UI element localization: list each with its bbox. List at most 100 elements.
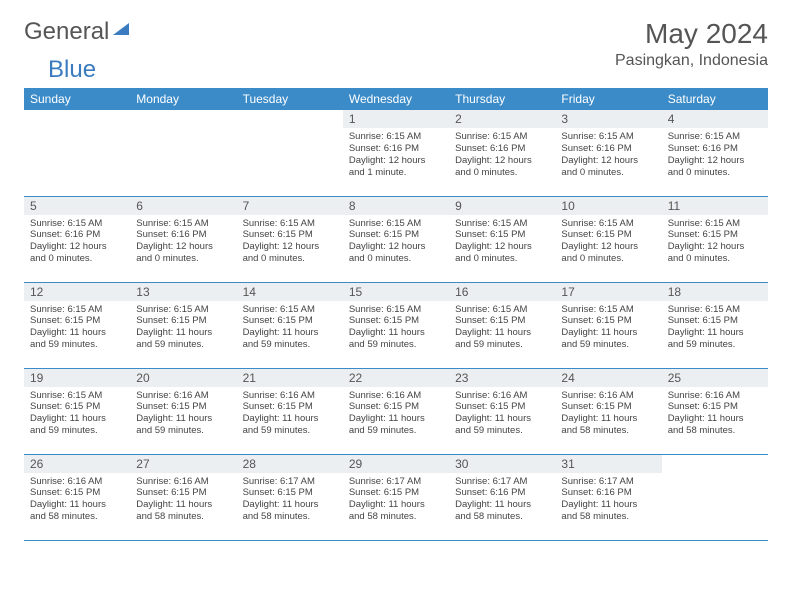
- day-details: Sunrise: 6:15 AMSunset: 6:16 PMDaylight:…: [343, 128, 449, 183]
- logo: General: [24, 18, 133, 46]
- day-number: 4: [662, 110, 768, 128]
- day-number: 1: [343, 110, 449, 128]
- day-header: Tuesday: [237, 88, 343, 110]
- calendar-cell: 26Sunrise: 6:16 AMSunset: 6:15 PMDayligh…: [24, 454, 130, 540]
- day-number: 2: [449, 110, 555, 128]
- day-header: Thursday: [449, 88, 555, 110]
- day-details: Sunrise: 6:16 AMSunset: 6:15 PMDaylight:…: [449, 387, 555, 442]
- day-details: Sunrise: 6:15 AMSunset: 6:15 PMDaylight:…: [555, 215, 661, 270]
- day-number: 14: [237, 283, 343, 301]
- day-number: 17: [555, 283, 661, 301]
- day-details: Sunrise: 6:17 AMSunset: 6:15 PMDaylight:…: [237, 473, 343, 528]
- day-details: Sunrise: 6:15 AMSunset: 6:15 PMDaylight:…: [662, 215, 768, 270]
- day-header: Saturday: [662, 88, 768, 110]
- calendar-cell: 4Sunrise: 6:15 AMSunset: 6:16 PMDaylight…: [662, 110, 768, 196]
- calendar-cell: 12Sunrise: 6:15 AMSunset: 6:15 PMDayligh…: [24, 282, 130, 368]
- calendar-cell: 23Sunrise: 6:16 AMSunset: 6:15 PMDayligh…: [449, 368, 555, 454]
- calendar-cell: 10Sunrise: 6:15 AMSunset: 6:15 PMDayligh…: [555, 196, 661, 282]
- logo-triangle-icon: [111, 18, 131, 46]
- day-number: 23: [449, 369, 555, 387]
- day-details: Sunrise: 6:15 AMSunset: 6:15 PMDaylight:…: [555, 301, 661, 356]
- calendar-cell: 11Sunrise: 6:15 AMSunset: 6:15 PMDayligh…: [662, 196, 768, 282]
- day-details: Sunrise: 6:17 AMSunset: 6:16 PMDaylight:…: [449, 473, 555, 528]
- day-number: 7: [237, 197, 343, 215]
- logo-text-blue: Blue: [48, 56, 96, 83]
- calendar-row: 19Sunrise: 6:15 AMSunset: 6:15 PMDayligh…: [24, 368, 768, 454]
- day-details: Sunrise: 6:15 AMSunset: 6:15 PMDaylight:…: [449, 301, 555, 356]
- calendar-cell: [237, 110, 343, 196]
- day-number: 6: [130, 197, 236, 215]
- calendar-cell: 1Sunrise: 6:15 AMSunset: 6:16 PMDaylight…: [343, 110, 449, 196]
- day-number: 12: [24, 283, 130, 301]
- calendar-table: SundayMondayTuesdayWednesdayThursdayFrid…: [24, 88, 768, 541]
- month-title: May 2024: [615, 18, 768, 50]
- day-details: Sunrise: 6:16 AMSunset: 6:15 PMDaylight:…: [130, 473, 236, 528]
- calendar-cell: 17Sunrise: 6:15 AMSunset: 6:15 PMDayligh…: [555, 282, 661, 368]
- calendar-cell: 21Sunrise: 6:16 AMSunset: 6:15 PMDayligh…: [237, 368, 343, 454]
- day-number: 28: [237, 455, 343, 473]
- day-number: 31: [555, 455, 661, 473]
- calendar-row: 1Sunrise: 6:15 AMSunset: 6:16 PMDaylight…: [24, 110, 768, 196]
- calendar-cell: 6Sunrise: 6:15 AMSunset: 6:16 PMDaylight…: [130, 196, 236, 282]
- day-number: 21: [237, 369, 343, 387]
- day-number: 16: [449, 283, 555, 301]
- calendar-cell: 18Sunrise: 6:15 AMSunset: 6:15 PMDayligh…: [662, 282, 768, 368]
- title-block: May 2024 Pasingkan, Indonesia: [615, 18, 768, 70]
- day-details: Sunrise: 6:16 AMSunset: 6:15 PMDaylight:…: [555, 387, 661, 442]
- day-header: Monday: [130, 88, 236, 110]
- calendar-cell: 30Sunrise: 6:17 AMSunset: 6:16 PMDayligh…: [449, 454, 555, 540]
- location: Pasingkan, Indonesia: [615, 52, 768, 70]
- day-details: Sunrise: 6:16 AMSunset: 6:15 PMDaylight:…: [237, 387, 343, 442]
- logo-text-general: General: [24, 18, 109, 46]
- calendar-cell: 31Sunrise: 6:17 AMSunset: 6:16 PMDayligh…: [555, 454, 661, 540]
- day-details: Sunrise: 6:15 AMSunset: 6:15 PMDaylight:…: [24, 387, 130, 442]
- day-details: Sunrise: 6:15 AMSunset: 6:15 PMDaylight:…: [449, 215, 555, 270]
- day-number: 8: [343, 197, 449, 215]
- day-details: Sunrise: 6:17 AMSunset: 6:16 PMDaylight:…: [555, 473, 661, 528]
- day-number: 10: [555, 197, 661, 215]
- calendar-cell: 7Sunrise: 6:15 AMSunset: 6:15 PMDaylight…: [237, 196, 343, 282]
- calendar-row: 26Sunrise: 6:16 AMSunset: 6:15 PMDayligh…: [24, 454, 768, 540]
- calendar-cell: 15Sunrise: 6:15 AMSunset: 6:15 PMDayligh…: [343, 282, 449, 368]
- day-number: 24: [555, 369, 661, 387]
- calendar-cell: 27Sunrise: 6:16 AMSunset: 6:15 PMDayligh…: [130, 454, 236, 540]
- day-number: 22: [343, 369, 449, 387]
- day-number: 19: [24, 369, 130, 387]
- day-number: 29: [343, 455, 449, 473]
- day-details: Sunrise: 6:16 AMSunset: 6:15 PMDaylight:…: [130, 387, 236, 442]
- day-number: 25: [662, 369, 768, 387]
- calendar-cell: 22Sunrise: 6:16 AMSunset: 6:15 PMDayligh…: [343, 368, 449, 454]
- calendar-body: 1Sunrise: 6:15 AMSunset: 6:16 PMDaylight…: [24, 110, 768, 540]
- day-number: 3: [555, 110, 661, 128]
- calendar-row: 12Sunrise: 6:15 AMSunset: 6:15 PMDayligh…: [24, 282, 768, 368]
- day-header: Sunday: [24, 88, 130, 110]
- calendar-cell: 9Sunrise: 6:15 AMSunset: 6:15 PMDaylight…: [449, 196, 555, 282]
- day-header-row: SundayMondayTuesdayWednesdayThursdayFrid…: [24, 88, 768, 110]
- calendar-cell: [24, 110, 130, 196]
- day-details: Sunrise: 6:17 AMSunset: 6:15 PMDaylight:…: [343, 473, 449, 528]
- day-number: 26: [24, 455, 130, 473]
- day-details: Sunrise: 6:15 AMSunset: 6:15 PMDaylight:…: [343, 215, 449, 270]
- calendar-cell: [130, 110, 236, 196]
- day-number: 5: [24, 197, 130, 215]
- day-details: Sunrise: 6:15 AMSunset: 6:16 PMDaylight:…: [449, 128, 555, 183]
- day-details: Sunrise: 6:15 AMSunset: 6:15 PMDaylight:…: [343, 301, 449, 356]
- calendar-cell: 2Sunrise: 6:15 AMSunset: 6:16 PMDaylight…: [449, 110, 555, 196]
- calendar-cell: 28Sunrise: 6:17 AMSunset: 6:15 PMDayligh…: [237, 454, 343, 540]
- calendar-cell: 24Sunrise: 6:16 AMSunset: 6:15 PMDayligh…: [555, 368, 661, 454]
- day-number: 15: [343, 283, 449, 301]
- calendar-row: 5Sunrise: 6:15 AMSunset: 6:16 PMDaylight…: [24, 196, 768, 282]
- calendar-cell: 19Sunrise: 6:15 AMSunset: 6:15 PMDayligh…: [24, 368, 130, 454]
- calendar-cell: 5Sunrise: 6:15 AMSunset: 6:16 PMDaylight…: [24, 196, 130, 282]
- day-details: Sunrise: 6:15 AMSunset: 6:16 PMDaylight:…: [130, 215, 236, 270]
- day-header: Friday: [555, 88, 661, 110]
- day-details: Sunrise: 6:16 AMSunset: 6:15 PMDaylight:…: [662, 387, 768, 442]
- day-details: Sunrise: 6:15 AMSunset: 6:15 PMDaylight:…: [237, 301, 343, 356]
- day-details: Sunrise: 6:15 AMSunset: 6:15 PMDaylight:…: [662, 301, 768, 356]
- day-details: Sunrise: 6:15 AMSunset: 6:15 PMDaylight:…: [237, 215, 343, 270]
- day-details: Sunrise: 6:15 AMSunset: 6:15 PMDaylight:…: [130, 301, 236, 356]
- calendar-cell: 16Sunrise: 6:15 AMSunset: 6:15 PMDayligh…: [449, 282, 555, 368]
- day-number: 30: [449, 455, 555, 473]
- calendar-cell: 13Sunrise: 6:15 AMSunset: 6:15 PMDayligh…: [130, 282, 236, 368]
- calendar-cell: 8Sunrise: 6:15 AMSunset: 6:15 PMDaylight…: [343, 196, 449, 282]
